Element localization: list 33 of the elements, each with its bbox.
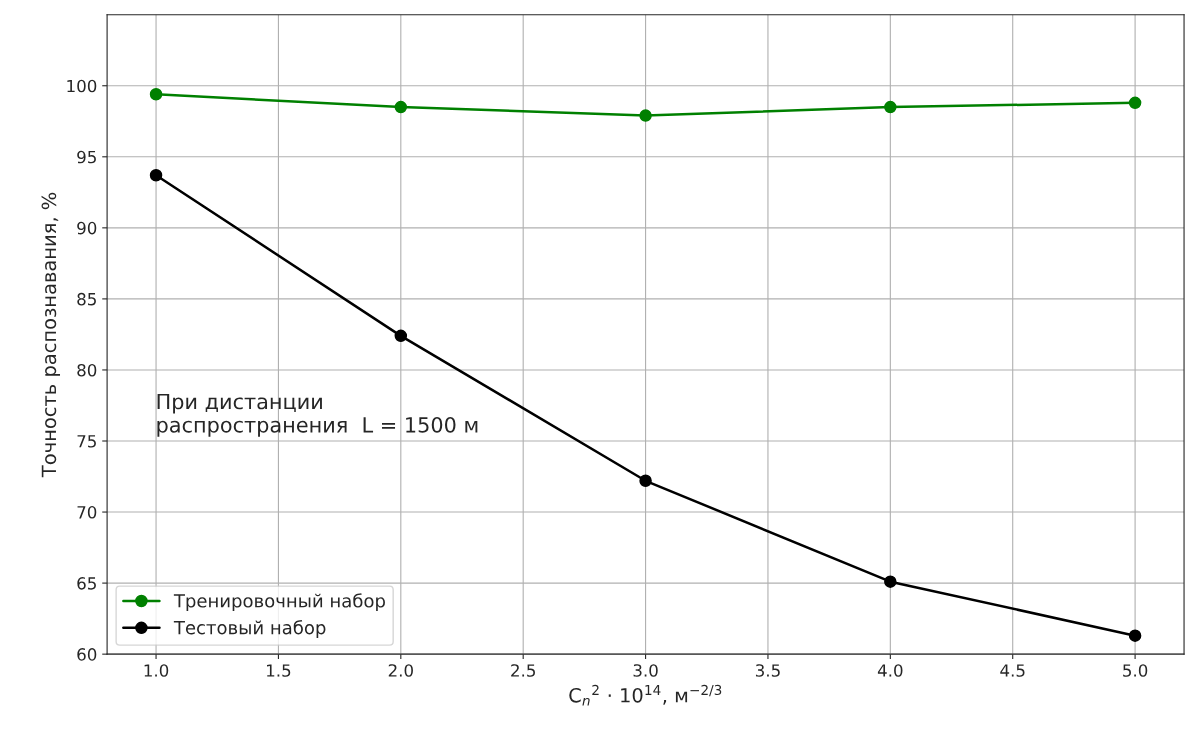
point: [394, 100, 408, 114]
x-tick-label: 4.0: [877, 664, 903, 677]
legend-label: Тренировочный набор: [173, 593, 385, 612]
y-tick-label: 70: [77, 506, 97, 519]
x-tick-label: 5.0: [1123, 664, 1148, 677]
point: [149, 169, 163, 182]
y-tick-label: 65: [77, 577, 96, 590]
x-tick-label: 3.5: [755, 664, 780, 677]
y-tick-label: 100: [67, 79, 97, 93]
point: [1128, 629, 1142, 642]
point: [394, 329, 408, 343]
y-tick-label: 80: [77, 363, 97, 377]
point: [1128, 96, 1142, 110]
x-tick-label: 4.5: [1000, 664, 1025, 677]
point: [884, 100, 897, 114]
x-tick-label: 3.0: [633, 664, 658, 677]
x-tick-label: 1.0: [144, 664, 169, 677]
point: [639, 109, 652, 122]
x-tick-label: 2.5: [511, 664, 535, 677]
point: [884, 575, 897, 588]
legend-label: Тестовый набор: [173, 620, 326, 638]
x-axis-title: C$_{n}$$^{2}$ · 10$^{14}$, м$^{−2/3}$: [569, 684, 722, 706]
point: [639, 474, 652, 488]
y-axis-title: Точность распознавания, %: [41, 192, 61, 478]
y-tick-label: 60: [77, 648, 97, 661]
point: [149, 88, 163, 101]
y-tick-label: 95: [77, 150, 96, 164]
y-tick-label: 85: [77, 292, 96, 306]
annotation: При дистанции распространения L = 1500 м: [157, 393, 478, 437]
y-tick-label: 75: [77, 435, 96, 448]
x-tick-label: 1.5: [267, 664, 291, 677]
y-tick-label: 90: [77, 221, 97, 235]
x-tick-label: 2.0: [388, 664, 413, 677]
